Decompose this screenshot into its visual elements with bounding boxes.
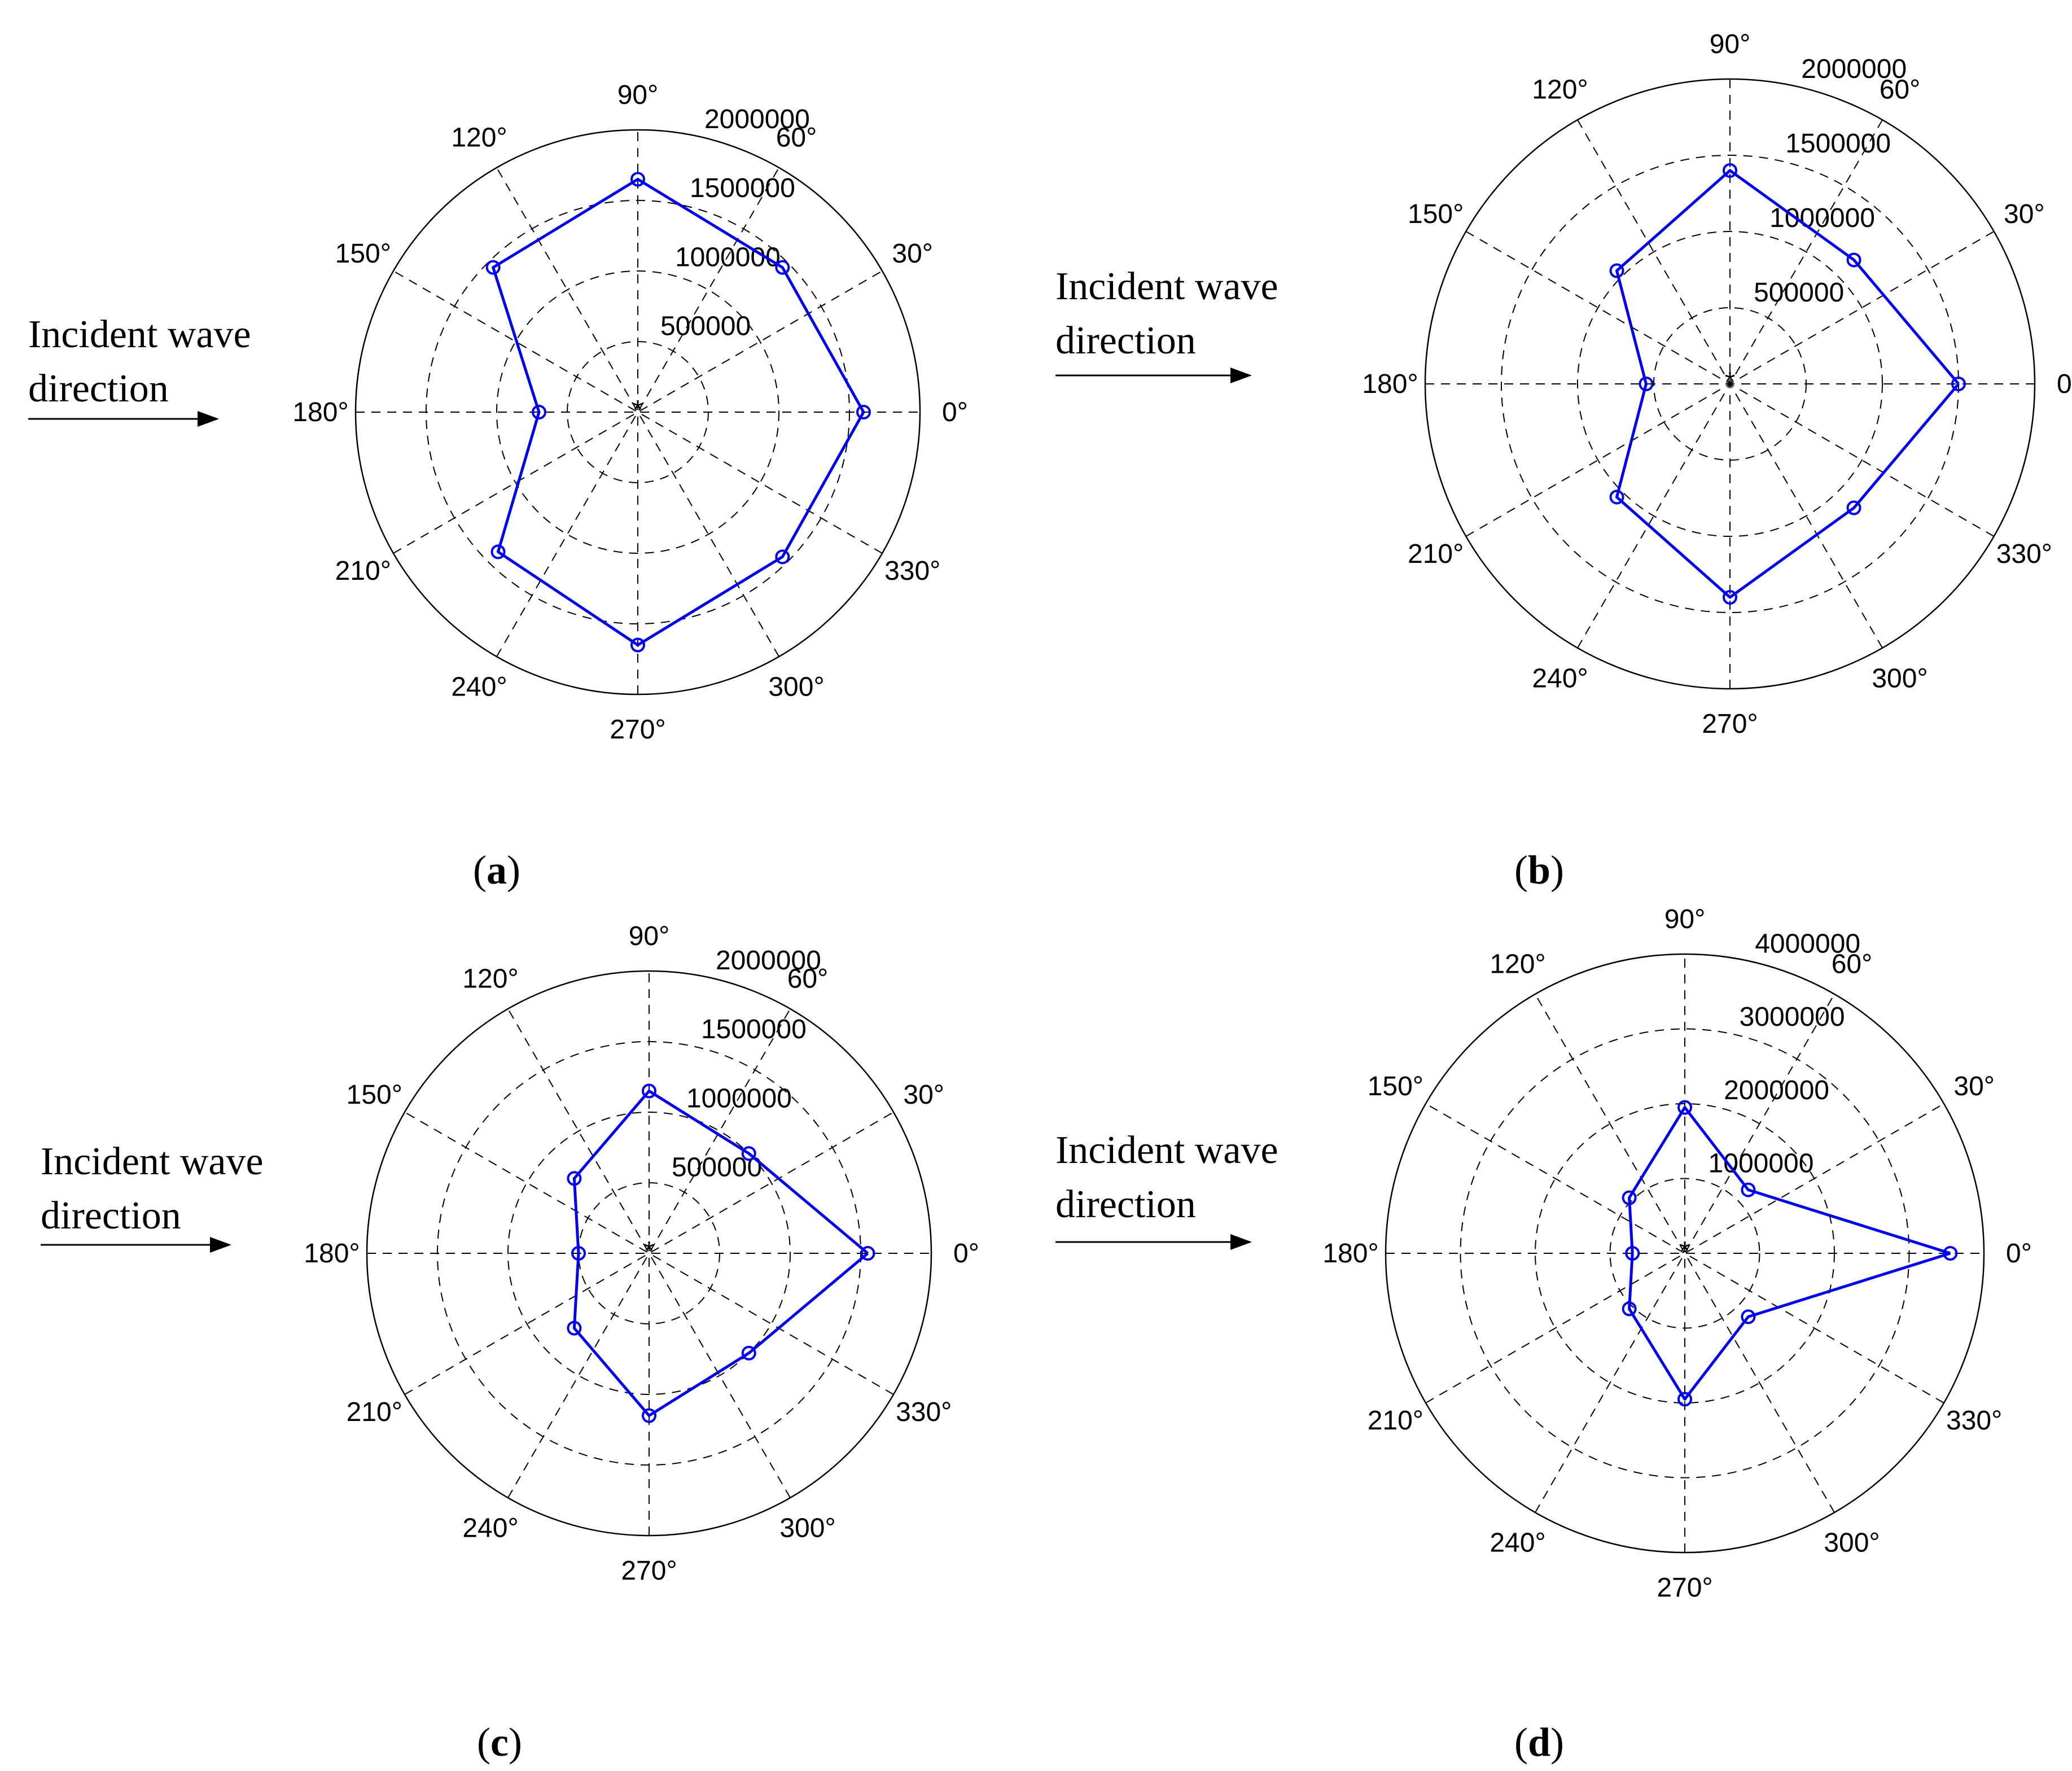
- polar-chart-c: 0°30°60°90°120°150°180°210°240°270°300°3…: [356, 926, 965, 1615]
- incident-arrow-b: [1055, 364, 1253, 387]
- center-marker: *: [1680, 1236, 1690, 1266]
- angle-tick-label: 180°: [292, 397, 348, 427]
- angle-tick-label: 150°: [335, 239, 391, 269]
- caption-d: (d): [1514, 1719, 1564, 1766]
- caption-close: ): [507, 847, 520, 893]
- incident-arrow-d: [1055, 1231, 1253, 1253]
- radial-tick-label: 2000000: [704, 104, 810, 134]
- angle-tick-label: 300°: [779, 1514, 835, 1543]
- incident-text-line2: direction: [1055, 1178, 1278, 1232]
- incident-wave-label-b: Incident wave direction: [1055, 260, 1278, 368]
- angle-tick-label: 90°: [629, 921, 670, 951]
- incident-wave-label-c: Incident wave direction: [41, 1135, 264, 1243]
- angle-tick-label: 210°: [1408, 539, 1464, 569]
- angle-tick-label: 180°: [1362, 369, 1418, 399]
- angle-tick-label: 150°: [1368, 1072, 1423, 1101]
- caption-open: (: [1514, 847, 1528, 893]
- radial-tick-label: 1500000: [701, 1015, 807, 1044]
- radial-tick-label: 3000000: [1740, 1002, 1845, 1032]
- radial-tick-label: 1500000: [1785, 129, 1891, 159]
- caption-open: (: [1514, 1720, 1528, 1765]
- caption-b: (b): [1514, 847, 1564, 894]
- radial-tick-label: 1000000: [1709, 1148, 1814, 1178]
- angle-tick-label: 330°: [896, 1397, 952, 1427]
- angle-tick-label: 30°: [2004, 199, 2045, 229]
- radial-tick-label: 2000000: [1801, 54, 1907, 84]
- polar-chart-a: 0° 30° 60° 90° 120° 150° 180° 210° 240° 270° 300° 3…: [344, 96, 943, 762]
- angle-tick-label: 90°: [1710, 29, 1751, 59]
- angle-tick-label: 270°: [610, 715, 665, 745]
- caption-letter: b: [1528, 847, 1550, 893]
- radial-tick-label: 500000: [672, 1153, 762, 1183]
- angle-tick-label: 210°: [347, 1397, 402, 1427]
- angle-tick-label: 0°: [2057, 369, 2072, 399]
- angle-tick-label: 300°: [1824, 1528, 1880, 1558]
- angle-tick-label: 90°: [1664, 904, 1706, 934]
- caption-open: (: [473, 847, 487, 893]
- incident-wave-label-a: Incident wave direction: [28, 308, 251, 416]
- angle-tick-label: 270°: [621, 1556, 677, 1586]
- incident-wave-label-d: Incident wave direction: [1055, 1123, 1278, 1232]
- angle-tick-label: 210°: [1368, 1406, 1423, 1436]
- incident-arrow-a: [28, 408, 220, 430]
- angle-tick-label: 0°: [2006, 1239, 2032, 1269]
- caption-close: ): [509, 1720, 522, 1765]
- caption-a: (a): [473, 847, 520, 894]
- angle-tick-label: 240°: [1532, 663, 1588, 693]
- caption-letter: a: [487, 847, 507, 893]
- center-marker: *: [1725, 367, 1736, 397]
- center-marker: *: [633, 395, 643, 425]
- angle-tick-label: 330°: [884, 556, 940, 586]
- radial-tick-label: 1000000: [686, 1083, 792, 1113]
- angle-tick-label: 150°: [1408, 199, 1464, 229]
- angle-tick-label: 30°: [892, 239, 933, 269]
- incident-arrow-c: [41, 1234, 233, 1256]
- angle-tick-label: 330°: [1996, 539, 2052, 569]
- angle-tick-label: 30°: [1953, 1072, 1995, 1101]
- polar-chart-d: 0° 30° 60° 90° 120° 150° 180° 210° 240° 270° 300° 3…: [1374, 926, 2007, 1626]
- angle-tick-label: 90°: [617, 80, 659, 110]
- caption-close: ): [1550, 847, 1564, 893]
- caption-letter: c: [490, 1720, 509, 1765]
- angle-tick-label: 270°: [1657, 1573, 1712, 1603]
- angle-tick-label: 120°: [451, 123, 507, 152]
- radial-tick-label: 2000000: [1724, 1075, 1829, 1105]
- angle-tick-label: 120°: [1532, 75, 1588, 105]
- center-marker: *: [644, 1236, 655, 1266]
- angle-tick-label: 30°: [903, 1080, 944, 1110]
- angle-tick-label: 240°: [462, 1514, 518, 1543]
- caption-open: (: [477, 1720, 490, 1765]
- angle-tick-label: 0°: [942, 397, 968, 427]
- angle-tick-label: 210°: [335, 556, 391, 586]
- angle-tick-label: 240°: [451, 672, 507, 702]
- caption-letter: d: [1528, 1720, 1550, 1765]
- angle-tick-label: 180°: [304, 1239, 360, 1269]
- figure: 0° 30° 60° 90° 120° 150° 180° 210° 240° 270° 300° 3…: [0, 0, 2072, 1771]
- radial-tick-label: 500000: [1754, 278, 1844, 308]
- angle-tick-label: 150°: [347, 1080, 402, 1110]
- radial-tick-label: 2000000: [716, 946, 821, 976]
- angle-tick-label: 330°: [1946, 1406, 2002, 1436]
- angle-tick-label: 120°: [462, 964, 518, 994]
- angle-tick-label: 240°: [1490, 1528, 1545, 1558]
- incident-text-line1: Incident wave: [41, 1135, 264, 1189]
- incident-text-line1: Incident wave: [1055, 260, 1278, 314]
- polar-chart-b: 0° 30° 60° 90° 120° 150° 180° 210° 240° 270° 300° 3…: [1420, 28, 2040, 740]
- radial-tick-label: 1500000: [690, 173, 795, 203]
- angle-tick-label: 270°: [1702, 709, 1758, 739]
- angle-tick-label: 300°: [1872, 663, 1928, 693]
- radial-tick-label: 500000: [660, 312, 751, 342]
- caption-c: (c): [477, 1719, 522, 1766]
- incident-text-line1: Incident wave: [1055, 1123, 1278, 1178]
- angle-tick-label: 0°: [953, 1239, 979, 1269]
- angle-tick-label: 300°: [768, 672, 824, 702]
- angle-tick-label: 180°: [1322, 1239, 1378, 1269]
- radial-tick-label: 4000000: [1755, 929, 1860, 959]
- incident-text-line1: Incident wave: [28, 308, 251, 362]
- angle-tick-label: 120°: [1490, 949, 1545, 979]
- radial-tick-label: 1000000: [1769, 203, 1875, 233]
- caption-close: ): [1550, 1720, 1564, 1765]
- incident-text-line2: direction: [1055, 314, 1278, 368]
